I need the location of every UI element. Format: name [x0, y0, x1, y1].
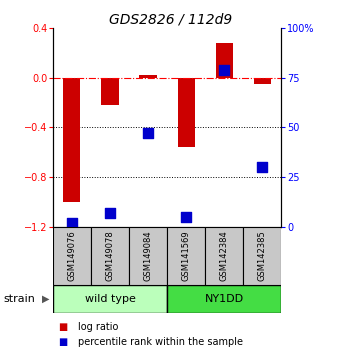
Text: log ratio: log ratio	[78, 322, 119, 332]
Bar	[91, 227, 129, 285]
Point	[69, 220, 75, 225]
Text: GSM141569: GSM141569	[182, 230, 191, 281]
Bar	[53, 285, 167, 313]
Text: GSM149078: GSM149078	[105, 230, 115, 281]
Bar	[63, 78, 80, 202]
Text: GSM149084: GSM149084	[144, 230, 152, 281]
Text: wild type: wild type	[85, 294, 135, 304]
Text: percentile rank within the sample: percentile rank within the sample	[78, 337, 243, 347]
Bar	[178, 78, 195, 147]
Bar	[254, 78, 271, 84]
Bar	[139, 75, 157, 78]
Point	[260, 164, 265, 170]
Text: GSM142385: GSM142385	[258, 230, 267, 281]
Point	[145, 131, 151, 136]
Text: ■: ■	[58, 322, 67, 332]
Text: GSM142384: GSM142384	[220, 230, 229, 281]
Text: ▶: ▶	[42, 294, 50, 304]
Bar	[243, 227, 281, 285]
Point	[183, 214, 189, 219]
Bar	[167, 285, 281, 313]
Point	[107, 210, 113, 216]
Bar	[205, 227, 243, 285]
Bar	[53, 227, 91, 285]
Text: GSM149076: GSM149076	[68, 230, 76, 281]
Point	[222, 67, 227, 73]
Text: ■: ■	[58, 337, 67, 347]
Bar	[101, 78, 119, 105]
Bar	[167, 227, 205, 285]
Text: GDS2826 / 112d9: GDS2826 / 112d9	[109, 12, 232, 27]
Bar	[216, 43, 233, 78]
Text: NY1DD: NY1DD	[205, 294, 244, 304]
Bar	[129, 227, 167, 285]
Text: strain: strain	[3, 294, 35, 304]
